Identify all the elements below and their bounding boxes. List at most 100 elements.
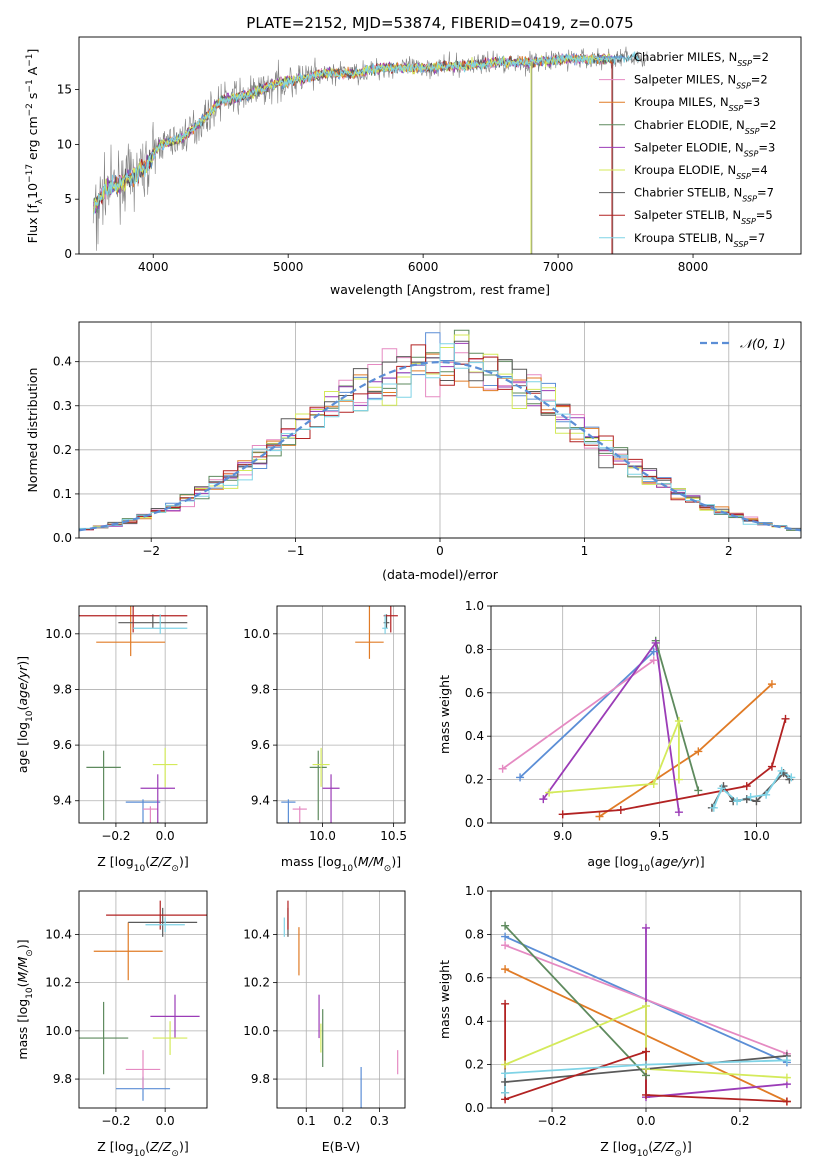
observed-spectrum-line [92,46,648,251]
plus-marker [767,680,776,689]
legend-entry: Kroupa MILES, NSSP=3 [634,95,760,113]
spectrum-plot-area [92,46,648,254]
y-tick-label: 1.0 [465,599,484,613]
data-point [322,774,340,823]
y-tick-label: 0.4 [465,1014,484,1028]
mass-weight-vs-age-plot-area [502,640,792,818]
axes-frame [490,890,802,1109]
legend-entry: Salpeter MILES, NSSP=2 [634,73,768,91]
axes-frame [276,605,406,824]
mass-weight-series [504,925,647,1077]
data-point [86,750,121,821]
x-tick-label: −0.2 [537,1114,566,1128]
age-vs-mass-plot-area [281,606,398,823]
age-vs-Z-panel: −0.2 0.0 9.4 9.6 9.8 10.0 Z [log10(Z/Z⊙)] age [… [15,605,208,874]
x-tick-label: 5000 [273,260,304,274]
data-point [79,606,188,633]
x-tick-label: −1 [287,544,305,558]
y-tick-label: 9.4 [251,794,270,808]
plus-marker [694,786,703,795]
plus-marker [642,1060,650,1069]
data-point [96,606,166,657]
axis-label: Z [log10(Z/Z⊙)] [97,854,188,874]
y-tick-label: 10 [57,137,72,151]
data-point [145,917,185,932]
plus-marker [777,766,786,775]
data-point [309,750,327,821]
x-tick-label: −2 [142,544,160,558]
data-point [281,799,296,823]
x-tick-label: 9.0 [553,829,572,843]
axis-label: mass [log10(M/M⊙)] [281,854,401,874]
data-point [125,1050,161,1089]
plus-marker [545,788,554,797]
y-tick-label: 10.2 [45,976,72,990]
plus-marker [742,782,751,791]
axis-label: mass weight [437,960,452,1039]
y-tick-label: 9.6 [251,738,270,752]
mass-vs-Z-plot-area [79,900,207,1101]
y-tick-label: 9.8 [251,682,270,696]
plus-marker [674,808,683,817]
residual-histogram [79,343,801,533]
x-tick-label: 0.3 [370,1114,389,1128]
plus-marker [649,656,658,665]
data-point [118,614,188,629]
y-tick-label: 10.2 [243,976,270,990]
axis-label: mass [log10(M/M⊙)] [15,939,35,1059]
axes-frame [78,321,802,539]
plus-marker [787,773,796,782]
y-tick-label: 15 [57,83,72,97]
x-tick-label: 0.1 [297,1114,316,1128]
data-point [292,806,307,823]
y-tick-label: 0.0 [465,816,484,830]
x-tick-label: 6000 [408,260,439,274]
mass-weight-vs-Z-panel: −0.2 0.0 0.2 0.0 0.2 0.4 0.6 0.8 1.0 Z [log10(Z/Z… [437,884,802,1159]
mass-weight-series [645,927,787,1099]
legend-entry: 𝒩(0, 1) [740,336,786,351]
mass-weight-series [519,650,655,779]
residuals-plot-area [79,329,801,533]
mass-vs-Z-panel: −0.2 0.0 9.8 10.0 10.2 10.4 Z [log10(Z/Z⊙)] mas… [15,890,208,1159]
axis-label: Z [log10(Z/Z⊙)] [97,1139,188,1159]
plus-marker [782,1073,791,1082]
y-tick-label: 10.0 [45,1024,72,1038]
axes-frame [78,605,208,824]
plus-marker [709,803,718,812]
plus-marker [717,784,726,793]
legend-entry: Kroupa STELIB, NSSP=7 [634,231,765,249]
plus-marker [733,797,742,806]
y-tick-label: 9.6 [53,738,72,752]
plus-marker [501,921,510,930]
plus-marker [501,1077,510,1086]
normal-reference-curve [79,360,801,532]
x-tick-label: 0.2 [333,1114,352,1128]
y-tick-label: 10.4 [45,927,72,941]
axis-label: wavelength [Angstrom, rest frame] [330,282,550,297]
plus-marker [516,773,525,782]
axis-label: age [log10(age/yr)] [15,656,35,773]
axis-label: Normed distribution [25,368,40,493]
mass-weight-series [654,640,700,791]
plus-marker [616,805,625,814]
y-tick-label: 0 [64,247,72,261]
model-spectrum-line [93,51,640,215]
y-tick-label: 10.0 [243,1024,270,1038]
y-tick-label: 9.8 [251,1072,270,1086]
data-point [143,806,158,823]
plus-marker [501,1060,510,1069]
plus-marker [501,1069,510,1078]
figure-title: PLATE=2152, MJD=53874, FIBERID=0419, z=0… [246,14,633,32]
data-point [125,799,161,823]
x-tick-label: 2 [725,544,733,558]
axes-frame [276,890,406,1109]
x-tick-label: −0.2 [101,829,130,843]
y-tick-label: 9.4 [53,794,72,808]
mass-vs-EBV-plot-area [283,900,399,1108]
data-point [152,1021,188,1055]
y-tick-label: 1.0 [465,884,484,898]
axis-label: mass weight [437,675,452,754]
y-tick-label: 0.4 [465,729,484,743]
x-tick-label: 0.2 [730,1114,749,1128]
x-tick-label: 0.0 [636,1114,655,1128]
